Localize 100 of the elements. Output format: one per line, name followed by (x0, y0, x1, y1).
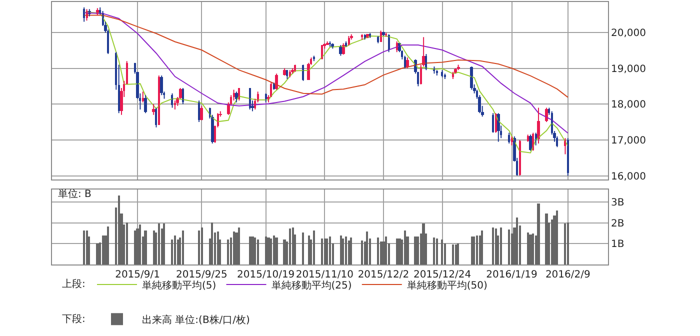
bar (495, 228, 497, 264)
bar (126, 222, 128, 264)
bar (345, 236, 347, 264)
bar (457, 243, 459, 264)
bar (83, 230, 85, 264)
bar (238, 227, 240, 264)
bar (444, 243, 446, 264)
bar (275, 237, 278, 264)
bar (329, 236, 331, 264)
legend-label: 出来高 単位:(B株/口/枚) (142, 314, 250, 326)
legend-label: 単純移動平均(25) (271, 279, 352, 292)
bar (324, 238, 326, 264)
y-tick-label: 19,000 (611, 64, 646, 75)
bar (326, 238, 328, 264)
x-tick-label: 2015/12/24 (413, 270, 472, 281)
y-tick-label: 20,000 (611, 28, 646, 39)
bar (527, 232, 529, 264)
bar (366, 231, 368, 264)
x-tick-label: 2016/2/9 (545, 270, 590, 281)
bar (492, 227, 494, 264)
bar (302, 232, 304, 264)
bar (471, 236, 473, 264)
bar (254, 237, 256, 264)
x-tick-label: 2015/11/10 (296, 270, 354, 281)
bar (385, 236, 387, 264)
bar (198, 230, 200, 264)
bar (257, 239, 259, 264)
bar (174, 235, 176, 264)
bar (417, 236, 419, 264)
legend-label: 単純移動平均(50) (406, 279, 488, 292)
bar (171, 239, 173, 264)
bar (217, 231, 219, 264)
bar (564, 223, 566, 264)
bar (404, 230, 406, 264)
bar (516, 217, 518, 264)
bar (500, 227, 502, 264)
y-tick-label: 2B (611, 218, 624, 230)
bar (537, 203, 540, 264)
y-tick-label: 16,000 (611, 171, 646, 182)
bar (96, 243, 99, 264)
x-tick-label: 2015/12/2 (358, 270, 410, 281)
bar (182, 230, 184, 264)
bar (321, 238, 323, 264)
bar (163, 223, 165, 264)
bar (144, 230, 147, 264)
bar (289, 228, 291, 264)
bar (551, 219, 553, 264)
bar (473, 236, 475, 264)
bar (201, 227, 203, 264)
bar (414, 236, 417, 264)
bar (249, 236, 251, 264)
bar (102, 235, 104, 264)
bar (452, 244, 454, 264)
y-tick-label: 17,000 (611, 135, 646, 146)
legend-label: 単純移動平均(5) (142, 279, 216, 292)
x-tick-label: 2015/9/1 (115, 270, 160, 281)
bar (455, 244, 457, 264)
bar (153, 230, 155, 264)
bar (86, 230, 88, 264)
bar (292, 227, 294, 264)
bar (342, 238, 344, 264)
bar (532, 233, 534, 264)
text: 下段: (62, 313, 86, 325)
x-tick-label: 2016/1/19 (486, 270, 538, 281)
x-tick-label: 2015/10/19 (237, 270, 295, 281)
bar (233, 231, 235, 264)
x-tick-label: 2015/9/25 (176, 270, 228, 281)
bar (396, 238, 398, 264)
bar (177, 239, 179, 264)
bar (265, 236, 267, 264)
bar (481, 230, 483, 264)
bar (433, 237, 435, 264)
bar (118, 195, 120, 264)
bar (436, 238, 438, 264)
bar (313, 230, 315, 264)
y-tick-label: 1B (611, 239, 624, 250)
y-tick-label: 3B (611, 197, 624, 208)
bar (107, 226, 109, 264)
y-tick-label: 18,000 (611, 100, 646, 111)
bar (361, 240, 363, 264)
bar (380, 241, 382, 264)
bar (348, 240, 350, 264)
text: 上段: (62, 278, 86, 290)
bar (377, 237, 379, 264)
bar (508, 229, 510, 264)
bar (270, 238, 272, 264)
bar (545, 213, 548, 264)
bar (273, 235, 275, 264)
bar (556, 210, 558, 264)
bar (441, 239, 443, 264)
annotation: 単位: B (58, 188, 92, 200)
bar (139, 224, 141, 264)
bar (227, 239, 229, 264)
bar (567, 222, 569, 264)
bar (476, 235, 478, 264)
bar (158, 223, 160, 264)
bar (340, 235, 342, 264)
bar (350, 237, 352, 264)
bar (308, 235, 310, 264)
bar (283, 239, 286, 264)
